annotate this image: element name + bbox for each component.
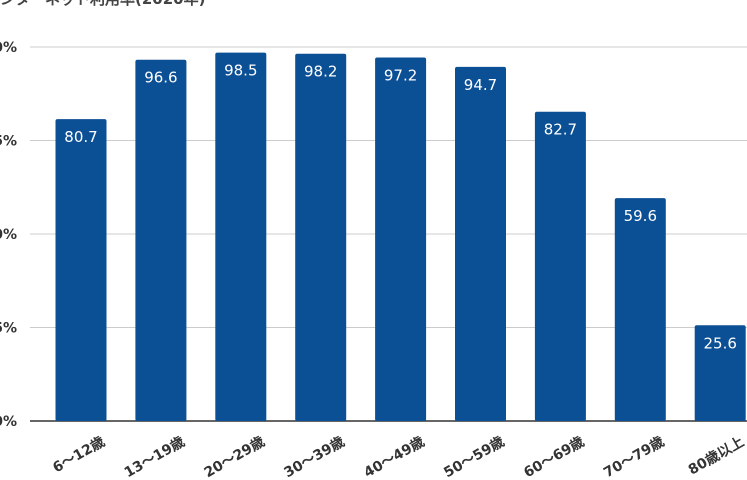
- data-label: 97.2: [384, 66, 417, 84]
- data-label: 94.7: [464, 76, 497, 94]
- data-label: 25.6: [703, 334, 736, 352]
- x-tick-label: 6～12歳: [50, 433, 108, 476]
- y-tick-label: 75%: [0, 134, 17, 150]
- bar: [455, 66, 506, 422]
- data-labels: 80.7 96.6 98.5 98.2 97.2 94.7 82.7 59.6 25.6: [64, 62, 737, 353]
- x-axis-labels: 6～12歳 13～19歳 20～29歳 30～39歳 40～49歳 50～59歳 60～69…: [50, 433, 747, 480]
- x-tick-label: 40～49歳: [361, 433, 427, 480]
- data-label: 82.7: [544, 121, 577, 139]
- x-tick-label: 70～79歳: [601, 433, 667, 480]
- y-tick-label: 0%: [0, 414, 17, 430]
- bar: [135, 59, 187, 421]
- bar: [375, 57, 427, 422]
- data-label: 98.5: [224, 62, 257, 80]
- data-label: 96.6: [144, 69, 177, 87]
- data-label: 98.2: [304, 63, 337, 81]
- bar: [215, 52, 267, 422]
- chart-title: ンターネット利用率(2020年): [0, 0, 205, 8]
- bar: [295, 53, 347, 422]
- bar: [614, 198, 666, 421]
- x-tick-label: 13～19歳: [121, 433, 187, 480]
- x-tick-label: 20～29歳: [201, 433, 267, 480]
- bars: [55, 52, 746, 422]
- y-tick-label: 50%: [0, 227, 17, 243]
- y-axis-ticks: 0% 25% 50% 75% 100%: [0, 40, 17, 430]
- y-tick-label: 25%: [0, 321, 17, 337]
- x-tick-label: 30～39歳: [281, 433, 347, 480]
- data-label: 80.7: [64, 128, 97, 146]
- y-tick-label: 100%: [0, 40, 17, 56]
- data-label: 59.6: [624, 207, 657, 225]
- bar: [694, 325, 746, 421]
- x-tick-label: 50～59歳: [441, 433, 507, 480]
- x-tick-label: 80歳以上: [685, 433, 747, 478]
- bar: [534, 111, 586, 422]
- x-tick-label: 60～69歳: [521, 433, 587, 480]
- bar: [55, 119, 107, 421]
